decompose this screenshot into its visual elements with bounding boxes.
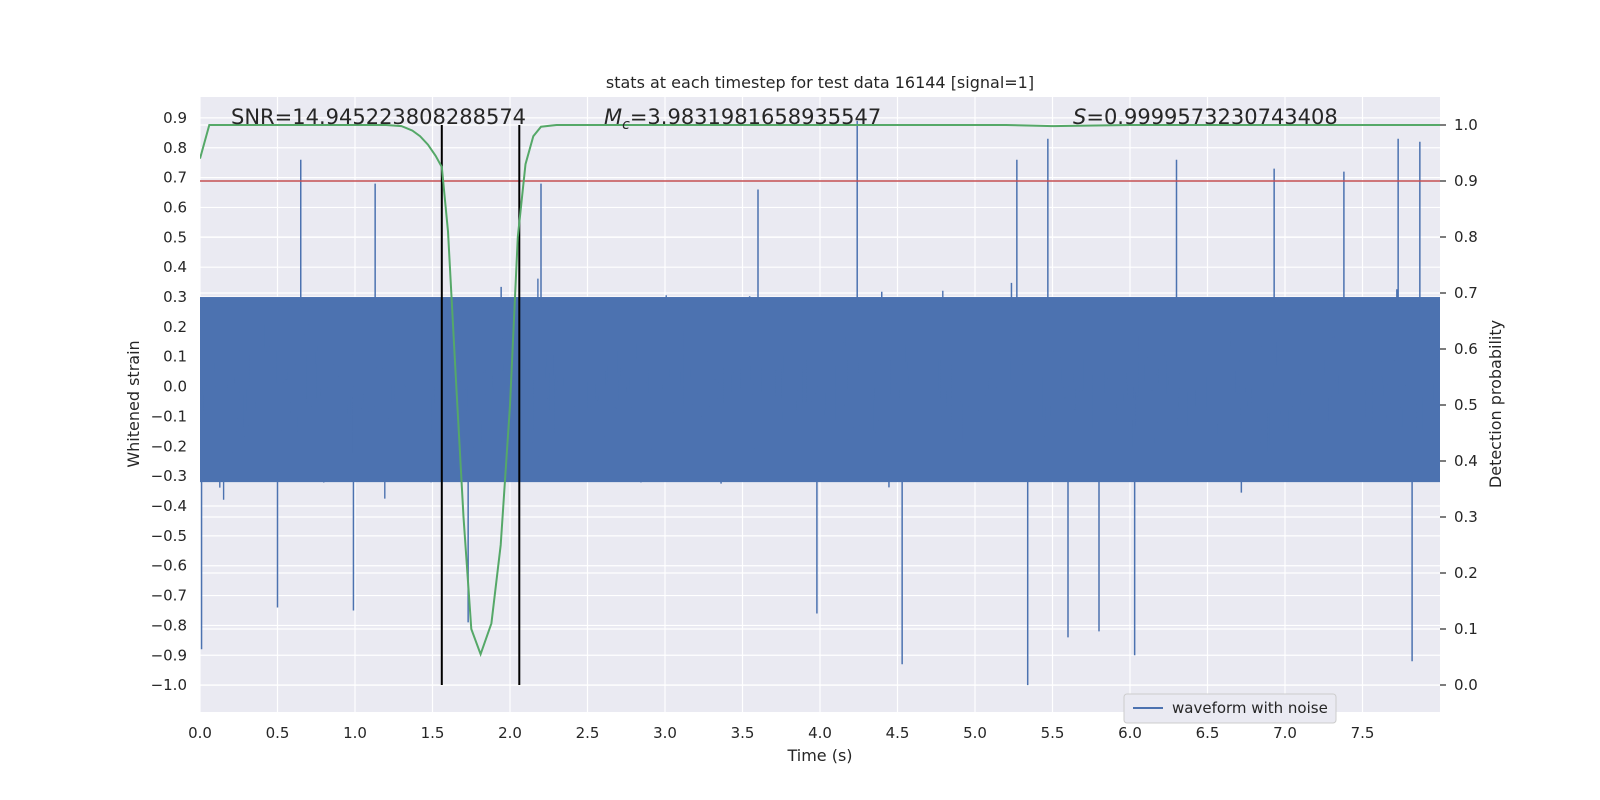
y-left-tick-label: −0.9 bbox=[151, 646, 187, 664]
legend-label: waveform with noise bbox=[1172, 699, 1328, 717]
y-right-tick-label: 0.5 bbox=[1454, 396, 1478, 414]
y-left-tick-label: −0.1 bbox=[151, 407, 187, 425]
score-symbol: S bbox=[1073, 105, 1086, 129]
y-right-tick-label: 0.7 bbox=[1454, 284, 1478, 302]
x-axis-label: Time (s) bbox=[786, 746, 852, 765]
x-tick-label: 3.5 bbox=[731, 724, 755, 742]
x-tick-label: 0.0 bbox=[188, 724, 212, 742]
x-tick-label: 2.0 bbox=[498, 724, 522, 742]
x-tick-label: 4.0 bbox=[808, 724, 832, 742]
y-left-tick-label: −0.6 bbox=[151, 557, 187, 575]
y-left-tick-label: 0.9 bbox=[163, 109, 187, 127]
waveform-series bbox=[200, 120, 1440, 686]
y-right-tick-label: 0.0 bbox=[1454, 676, 1478, 694]
x-tick-label: 0.5 bbox=[266, 724, 290, 742]
x-tick-label: 4.5 bbox=[886, 724, 910, 742]
y-left-tick-label: 0.5 bbox=[163, 228, 187, 246]
y-right-tick-label: 1.0 bbox=[1454, 116, 1478, 134]
chirp-mass-symbol: M bbox=[604, 105, 622, 129]
y-right-tick-label: 0.2 bbox=[1454, 564, 1478, 582]
y-left-tick-label: 0.6 bbox=[163, 198, 187, 216]
score-annotation: S=0.9999573230743408 bbox=[1073, 105, 1338, 129]
y-right-tick-label: 0.9 bbox=[1454, 172, 1478, 190]
x-tick-label: 1.0 bbox=[343, 724, 367, 742]
x-tick-label: 3.0 bbox=[653, 724, 677, 742]
y-left-tick-label: −0.4 bbox=[151, 497, 187, 515]
x-tick-label: 7.5 bbox=[1351, 724, 1375, 742]
x-tick-label: 6.5 bbox=[1196, 724, 1220, 742]
y-right-tick-label: 0.3 bbox=[1454, 508, 1478, 526]
y-right-tick-label: 0.4 bbox=[1454, 452, 1478, 470]
y-axis-label-right: Detection probability bbox=[1486, 320, 1505, 488]
score-value: =0.9999573230743408 bbox=[1086, 105, 1337, 129]
y-left-tick-label: 0.0 bbox=[163, 378, 187, 396]
y-left-tick-label: 0.1 bbox=[163, 348, 187, 366]
x-tick-label: 5.0 bbox=[963, 724, 987, 742]
y-left-tick-label: −0.3 bbox=[151, 467, 187, 485]
chirp-mass-value: =3.9831981658935547 bbox=[630, 105, 881, 129]
y-left-tick-label: −0.5 bbox=[151, 527, 187, 545]
y-axis-label-left: Whitened strain bbox=[124, 340, 143, 467]
x-tick-label: 6.0 bbox=[1118, 724, 1142, 742]
snr-annotation: SNR=14.945223808288574 bbox=[231, 105, 526, 129]
x-tick-label: 1.5 bbox=[421, 724, 445, 742]
y-left-tick-label: 0.3 bbox=[163, 288, 187, 306]
y-left-tick-label: 0.2 bbox=[163, 318, 187, 336]
detection-probability-line bbox=[200, 124, 1440, 658]
x-tick-label: 2.5 bbox=[576, 724, 600, 742]
chirp-mass-annotation: Mc=3.9831981658935547 bbox=[604, 105, 881, 133]
y-left-tick-label: −0.7 bbox=[151, 587, 187, 605]
waveform-line bbox=[200, 278, 1440, 500]
legend: waveform with noise bbox=[1123, 693, 1337, 724]
legend-box bbox=[1123, 693, 1337, 724]
y-right-tick-label: 0.1 bbox=[1454, 620, 1478, 638]
x-tick-label: 7.0 bbox=[1273, 724, 1297, 742]
y-left-tick-label: −0.2 bbox=[151, 437, 187, 455]
y-left-tick-label: 0.7 bbox=[163, 169, 187, 187]
y-right-tick-label: 0.6 bbox=[1454, 340, 1478, 358]
chart-title: stats at each timestep for test data 161… bbox=[606, 73, 1034, 92]
y-left-tick-label: 0.4 bbox=[163, 258, 187, 276]
chirp-mass-subscript: c bbox=[622, 117, 630, 133]
y-left-tick-label: −1.0 bbox=[151, 676, 187, 694]
x-tick-label: 5.5 bbox=[1041, 724, 1065, 742]
y-left-tick-label: −0.8 bbox=[151, 616, 187, 634]
y-right-tick-label: 0.8 bbox=[1454, 228, 1478, 246]
y-left-tick-label: 0.8 bbox=[163, 139, 187, 157]
